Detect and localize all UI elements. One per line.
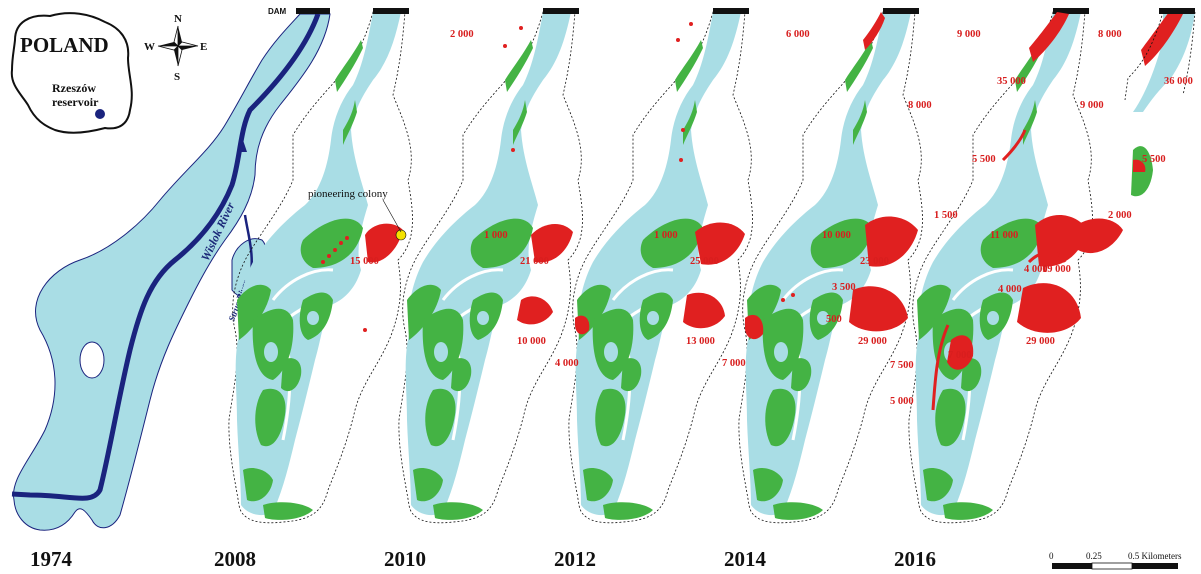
val-2010-3: 10 000: [517, 336, 546, 347]
val-2016a-3: 5 500: [972, 154, 996, 165]
val-2016a-10: 5 000: [890, 396, 914, 407]
compass-s: S: [174, 71, 180, 83]
dam-marker: [296, 8, 330, 14]
scale-tick-1: 0.25: [1086, 551, 1102, 561]
pioneer-label: pioneering colony: [308, 188, 388, 200]
compass-rose: N S E W: [144, 13, 207, 83]
val-2016a-4: 1 500: [934, 210, 958, 221]
val-2014-5: 7 000: [722, 358, 746, 369]
val-2016a-11: 29 000: [1026, 336, 1055, 347]
val-2008-0: 15 000: [350, 256, 379, 267]
val-2016b-2: 9 000: [1080, 100, 1104, 111]
year-label-2008: 2008: [214, 547, 256, 571]
val-2014-6: 29 000: [858, 336, 887, 347]
inset-reservoir-label: Rzeszów: [52, 81, 96, 95]
val-2012-0: 1 000: [654, 230, 678, 241]
val-2014-0: 6 000: [786, 29, 810, 40]
val-2016b-5: 4 000: [1024, 264, 1048, 275]
val-2016a-8: 7 000: [948, 350, 972, 361]
val-2014-4: 500: [826, 314, 842, 325]
inset-country-label: POLAND: [20, 33, 109, 57]
val-2016b-3: 5 500: [1142, 154, 1166, 165]
val-2012-2: 4 000: [555, 358, 579, 369]
inset-poland-map: POLAND Rzeszów reservoir: [10, 12, 133, 134]
val-2016b-4: 2 000: [1108, 210, 1132, 221]
val-2016a-0: 9 000: [957, 29, 981, 40]
val-2012-1: 25 000: [690, 256, 719, 267]
val-2010-1: 1 000: [484, 230, 508, 241]
val-2014-1: 10 000: [822, 230, 851, 241]
val-2016b-1: 36 000: [1164, 76, 1193, 87]
val-2014-2: 23 000: [860, 256, 889, 267]
val-2016a-2: 8 000: [908, 100, 932, 111]
compass-w: W: [144, 41, 155, 53]
val-2016a-5: 11 000: [990, 230, 1018, 241]
compass-e: E: [200, 41, 207, 53]
year-label-2014: 2014: [724, 547, 767, 571]
val-2016a-1: 35 000: [997, 76, 1026, 87]
val-2016a-6: 4 000: [998, 284, 1022, 295]
val-2012-3: 13 000: [686, 336, 715, 347]
year-label-2012: 2012: [554, 547, 596, 571]
year-label-1974: 1974: [30, 547, 73, 571]
scale-tick-2: 0.5 Kilometers: [1128, 551, 1182, 561]
year-label-2016: 2016: [894, 547, 936, 571]
panel-2010: [397, 6, 584, 525]
val-2014-3: 3 500: [832, 282, 856, 293]
val-2016a-7: 19 000: [1042, 264, 1071, 275]
year-label-2010: 2010: [384, 547, 426, 571]
compass-n: N: [174, 13, 182, 25]
pioneering-colony-marker: [395, 229, 407, 241]
reservoir-location-dot: [95, 109, 105, 119]
scale-bar: 0 0.25 0.5 Kilometers: [1049, 551, 1182, 570]
panel-2016b: [1027, 8, 1196, 264]
panel-2008: [227, 6, 414, 525]
val-2010-2: 21 000: [520, 256, 549, 267]
scale-tick-0: 0: [1049, 551, 1054, 561]
val-2016a-9: 7 500: [890, 360, 914, 371]
val-2016b-0: 8 000: [1098, 29, 1122, 40]
val-2010-0: 2 000: [450, 29, 474, 40]
panel-2012: [567, 6, 754, 525]
dam-label: DAM: [268, 7, 287, 16]
panel-2014: [737, 6, 924, 525]
inset-reservoir-label-2: reservoir: [52, 95, 99, 109]
year-labels: 1974 2008 2010 2012 2014 2016: [30, 547, 936, 571]
